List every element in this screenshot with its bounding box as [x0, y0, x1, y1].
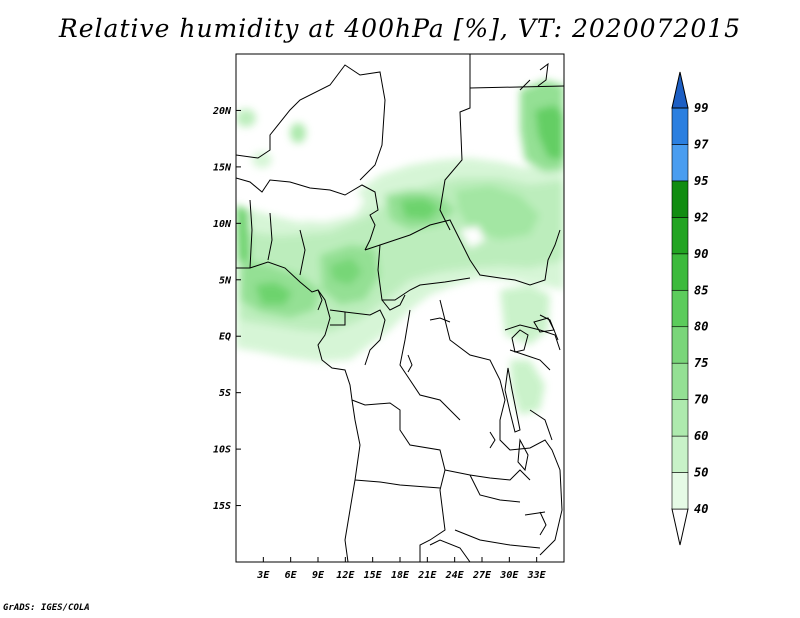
lon-tick-label: 30E: [499, 570, 519, 581]
colorbar-segment: [671, 362, 689, 400]
lon-tick-label: 6E: [285, 570, 298, 581]
colorbar-level-label: 50: [694, 466, 708, 480]
lat-tick-label: 15N: [213, 162, 232, 173]
colorbar-level-label: 90: [694, 247, 708, 261]
colorbar: 40 50 60 70 75 80 85 90 92 95 97 99: [671, 71, 709, 546]
lon-tick-label: 12E: [336, 570, 355, 581]
colorbar-segment: [671, 435, 689, 473]
lon-tick-label: 21E: [417, 570, 437, 581]
humidity-shading: [236, 80, 564, 415]
lat-tick-label: 5S: [219, 388, 231, 399]
colorbar-segment: [671, 144, 689, 182]
colorbar-level-label: 92: [694, 210, 708, 224]
colorbar-segment: [671, 289, 689, 328]
lon-tick-label: 33E: [527, 570, 547, 581]
lat-tick-label: 10S: [213, 445, 231, 456]
longitude-axis: 3E 6E 9E 12E 15E 18E 21E 24E 27E 30E 33E: [256, 557, 547, 581]
colorbar-level-label: 85: [694, 283, 708, 297]
lon-tick-label: 3E: [256, 570, 270, 581]
colorbar-segment: [671, 399, 689, 437]
lon-tick-label: 15E: [364, 570, 383, 581]
colorbar-lower-extension: [671, 508, 689, 546]
lat-tick-label: 20N: [212, 106, 232, 117]
colorbar-segment: [671, 217, 689, 255]
colorbar-segment: [671, 472, 689, 510]
colorbar-segment: [671, 326, 689, 364]
colorbar-level-label: 40: [694, 502, 708, 516]
latitude-axis: 20N 15N 10N 5N EQ 5S 10S 15S: [212, 106, 241, 512]
lat-tick-label: EQ: [219, 332, 231, 343]
colorbar-level-label: 99: [694, 101, 708, 115]
colorbar-level-label: 70: [694, 393, 708, 407]
colorbar-level-label: 97: [694, 137, 709, 151]
colorbar-segment: [671, 107, 689, 145]
lon-tick-label: 18E: [391, 570, 410, 581]
colorbar-segment: [671, 180, 689, 218]
country-borders: [236, 54, 564, 562]
map-title: Relative humidity at 400hPa [%], VT: 202…: [58, 14, 742, 43]
credit-label: GrADS: IGES/COLA: [3, 603, 90, 613]
colorbar-level-label: 95: [694, 174, 708, 188]
colorbar-upper-extension: [671, 71, 689, 109]
lat-tick-label: 5N: [219, 275, 232, 286]
colorbar-level-label: 75: [694, 356, 708, 370]
colorbar-segment: [671, 253, 689, 291]
lon-tick-label: 24E: [445, 570, 465, 581]
lat-tick-label: 15S: [213, 501, 231, 512]
colorbar-level-label: 60: [694, 429, 708, 443]
colorbar-level-label: 80: [694, 320, 708, 334]
lon-tick-label: 27E: [472, 570, 492, 581]
lat-tick-label: 10N: [213, 219, 232, 230]
lon-tick-label: 9E: [312, 570, 325, 581]
